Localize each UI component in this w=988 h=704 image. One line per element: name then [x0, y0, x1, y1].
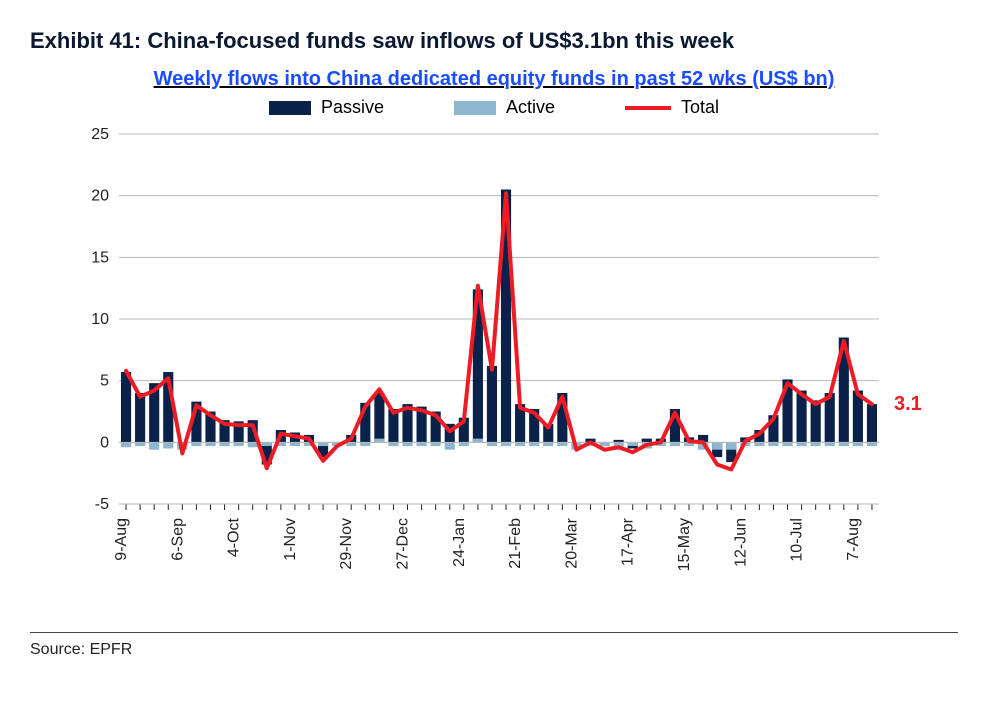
legend-label-total: Total: [681, 97, 719, 118]
svg-text:20-Mar: 20-Mar: [563, 517, 580, 568]
svg-text:6-Sep: 6-Sep: [169, 518, 186, 561]
total-swatch: [625, 106, 671, 110]
svg-text:25: 25: [91, 126, 109, 143]
svg-text:17-Apr: 17-Apr: [620, 517, 637, 566]
svg-text:4-Oct: 4-Oct: [226, 517, 243, 557]
source-text: Source: EPFR: [30, 641, 958, 659]
legend-label-passive: Passive: [321, 97, 384, 118]
svg-text:0: 0: [100, 434, 109, 451]
chart-legend: Passive Active Total: [30, 97, 958, 118]
svg-text:10: 10: [91, 311, 109, 328]
svg-text:29-Nov: 29-Nov: [338, 518, 355, 570]
legend-item-active: Active: [454, 97, 555, 118]
chart-area: -5 0 5 10 15 20 25 3.1 9-Aug 6-Sep 4-Oct 1-Nov 29-No…: [59, 124, 929, 604]
svg-text:1-Nov: 1-Nov: [282, 518, 299, 561]
svg-text:15: 15: [91, 249, 109, 266]
svg-text:5: 5: [100, 373, 109, 390]
svg-text:7-Aug: 7-Aug: [845, 518, 862, 561]
chart-title: Weekly flows into China dedicated equity…: [30, 68, 958, 91]
svg-text:-5: -5: [95, 496, 109, 513]
svg-text:27-Dec: 27-Dec: [395, 518, 412, 570]
exhibit-title: Exhibit 41: China-focused funds saw infl…: [30, 28, 958, 54]
legend-item-total: Total: [625, 97, 719, 118]
svg-text:20: 20: [91, 188, 109, 205]
svg-text:3.1: 3.1: [894, 393, 922, 415]
passive-swatch: [269, 101, 311, 115]
svg-text:21-Feb: 21-Feb: [507, 518, 524, 569]
svg-text:9-Aug: 9-Aug: [113, 518, 130, 561]
svg-text:24-Jan: 24-Jan: [451, 518, 468, 567]
legend-item-passive: Passive: [269, 97, 384, 118]
chart-svg: -5 0 5 10 15 20 25 3.1 9-Aug 6-Sep 4-Oct 1-Nov 29-No…: [59, 124, 929, 604]
divider: [30, 632, 958, 633]
active-swatch: [454, 101, 496, 115]
svg-text:10-Jul: 10-Jul: [789, 518, 806, 562]
svg-text:15-May: 15-May: [676, 518, 693, 571]
svg-text:12-Jun: 12-Jun: [732, 518, 749, 567]
chart-title-link: Weekly flows into China dedicated equity…: [154, 68, 835, 90]
legend-label-active: Active: [506, 97, 555, 118]
